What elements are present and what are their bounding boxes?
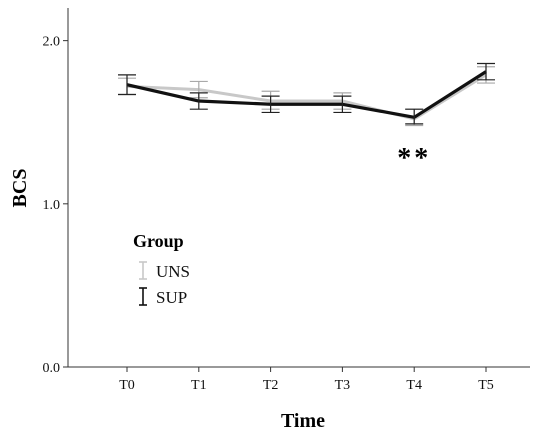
series-line-uns	[126, 73, 487, 121]
y-axis-title: BCS	[9, 169, 31, 208]
legend-marker-uns	[139, 261, 147, 280]
legend-marker-sup	[139, 287, 147, 306]
legend: Group UNS SUP	[133, 231, 190, 307]
legend-item-uns: UNS	[139, 261, 190, 281]
legend-label-uns: UNS	[156, 262, 190, 281]
x-tick-label: T2	[263, 378, 279, 393]
significance-annotation: **	[397, 143, 431, 174]
x-tick-label: T0	[119, 378, 135, 393]
y-tick-label: 1.0	[43, 198, 61, 213]
x-tick-label: T5	[478, 378, 494, 393]
legend-label-sup: SUP	[156, 288, 187, 307]
x-tick-label: T3	[335, 378, 351, 393]
x-tick-label: T4	[406, 378, 422, 393]
y-tick-label: 0.0	[43, 361, 61, 376]
y-tick-label: 2.0	[43, 35, 61, 50]
series-line-sup	[126, 70, 487, 119]
x-tick-label: T1	[191, 378, 207, 393]
legend-title: Group	[133, 231, 184, 251]
x-axis-title: Time	[281, 410, 325, 432]
legend-item-sup: SUP	[139, 287, 187, 307]
plot-area: 0.0 1.0 2.0 T0 T1 T2 T3 T4 T5 **	[43, 8, 530, 393]
